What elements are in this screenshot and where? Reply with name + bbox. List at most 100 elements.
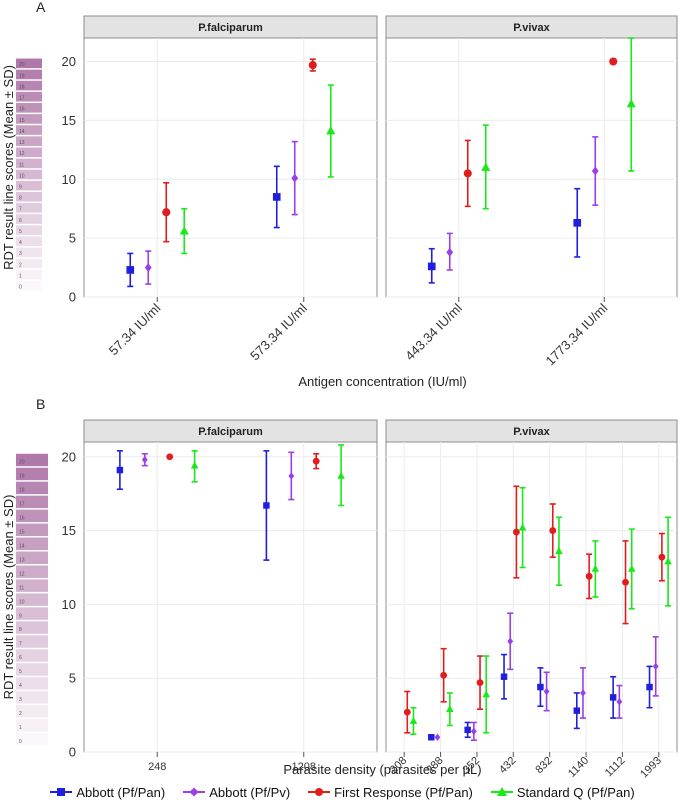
y-tick-label: 5 <box>69 671 76 686</box>
facet-p-falciparum: P.falciparum 57.34 IU/ml 573.34 IU/ml <box>83 15 378 363</box>
score-scale-swatch <box>16 649 48 662</box>
y-tick-label: 15 <box>62 113 76 128</box>
chart-b: RDT result line scores (Mean ± SD)012345… <box>1 419 678 780</box>
data-point <box>403 690 411 734</box>
score-scale-label: 16 <box>19 516 25 522</box>
marker-circle <box>512 528 520 536</box>
score-scale-swatch <box>16 214 42 224</box>
score-scale-label: 1 <box>19 273 22 279</box>
data-point <box>622 540 629 625</box>
legend-swatch-first-response <box>308 786 331 798</box>
score-scale-swatch <box>16 719 48 732</box>
facet-p-vivax: P.vivax 443.34 IU/ml 1773.34 IU/ml <box>385 15 678 368</box>
series-abbott-pf-pv <box>434 612 659 742</box>
data-point <box>555 516 563 586</box>
score-scale-label: 1 <box>19 725 22 731</box>
score-scale-label: 4 <box>19 683 22 689</box>
score-scale-label: 19 <box>19 474 25 480</box>
score-scale-label: 2 <box>19 711 22 717</box>
data-point <box>476 655 484 710</box>
score-scale-label: 20 <box>19 460 25 466</box>
y-tick-label: 0 <box>69 290 76 305</box>
score-scale-label: 16 <box>19 107 25 113</box>
data-point <box>312 453 320 470</box>
score-scale-label: 9 <box>19 613 22 619</box>
score-scale-swatch <box>16 523 48 537</box>
facet-title: P.falciparum <box>198 426 263 438</box>
score-scale-swatch <box>16 69 42 80</box>
y-axis-title: RDT result line scores (Mean ± SD) <box>1 495 16 700</box>
score-scale-label: 5 <box>19 669 22 675</box>
score-scale-swatch <box>16 467 48 481</box>
score-scale-swatch <box>16 247 42 258</box>
series-abbott-pf-pv <box>141 451 295 501</box>
score-scale-label: 0 <box>19 285 22 291</box>
series-abbott-pf-pan <box>116 450 270 561</box>
data-point <box>585 553 593 600</box>
marker-circle <box>440 671 448 679</box>
score-scale-swatch <box>16 225 42 235</box>
data-point <box>166 453 174 461</box>
marker-square <box>573 219 582 227</box>
x-tick-label: 248 <box>148 761 166 773</box>
score-scale-swatch <box>16 280 42 291</box>
x-tick-label: 432 <box>497 755 518 776</box>
score-scale-label: 11 <box>19 585 24 591</box>
panel-a-label: A <box>36 0 46 15</box>
data-point <box>141 453 148 467</box>
score-scale-swatch <box>16 125 42 135</box>
legend-label: Standard Q (Pf/Pan) <box>516 784 635 800</box>
score-scale-label: 20 <box>19 62 25 68</box>
score-scale-label: 14 <box>19 543 25 549</box>
x-tick-label: 1993 <box>638 755 664 780</box>
data-point <box>609 675 617 719</box>
y-axis-title: RDT result line scores (Mean ± SD) <box>1 65 16 270</box>
x-tick-label: 1773.34 IU/ml <box>543 300 611 368</box>
x-tick-label: 443.34 IU/ml <box>402 300 465 363</box>
series-first-response-pf-pan <box>463 57 618 208</box>
data-point <box>308 58 317 72</box>
plot-area <box>83 441 378 753</box>
score-scale-swatch <box>16 236 42 247</box>
score-scale-swatch <box>16 169 42 180</box>
score-scale-label: 7 <box>19 207 22 213</box>
x-tick-label: 1208 <box>292 761 316 773</box>
data-point <box>291 140 299 216</box>
facet-title: P.vivax <box>513 22 550 34</box>
score-scale-label: 17 <box>19 96 25 102</box>
marker-diamond <box>144 263 152 273</box>
score-scale-label: 4 <box>19 240 22 246</box>
marker-square <box>609 694 617 701</box>
score-scale-swatch <box>16 705 48 718</box>
marker-circle <box>308 61 317 70</box>
score-scale-label: 13 <box>19 140 25 146</box>
y-tick-label: 5 <box>69 231 76 246</box>
marker-square <box>464 726 471 734</box>
data-point <box>652 636 659 697</box>
legend-swatch-abbott-pf-pv <box>183 786 206 798</box>
data-point <box>609 57 618 66</box>
score-scale-swatch <box>16 269 42 280</box>
score-scale-label: 13 <box>19 557 25 563</box>
legend-item-abbott-pf-pan: Abbott (Pf/Pan) <box>50 785 165 800</box>
marker-circle <box>476 679 484 687</box>
score-scale-label: 8 <box>19 196 22 202</box>
data-point <box>446 692 454 727</box>
marker-square <box>263 502 270 509</box>
marker-square <box>646 683 653 691</box>
score-scale-swatch <box>16 203 42 213</box>
score-scale-swatch <box>16 635 48 648</box>
series-first-response-pf-pan <box>162 58 317 243</box>
facet-title: P.vivax <box>513 426 550 438</box>
panel-b-label: B <box>36 396 45 412</box>
plot-area <box>385 37 678 298</box>
score-scale-swatch <box>16 158 42 169</box>
marker-diamond <box>616 698 623 706</box>
marker-square <box>116 466 124 474</box>
data-point <box>646 665 653 709</box>
marker-triangle <box>481 162 491 171</box>
x-tick-label: 1140 <box>566 755 591 780</box>
marker-square <box>500 673 508 680</box>
marker-circle <box>622 578 629 586</box>
